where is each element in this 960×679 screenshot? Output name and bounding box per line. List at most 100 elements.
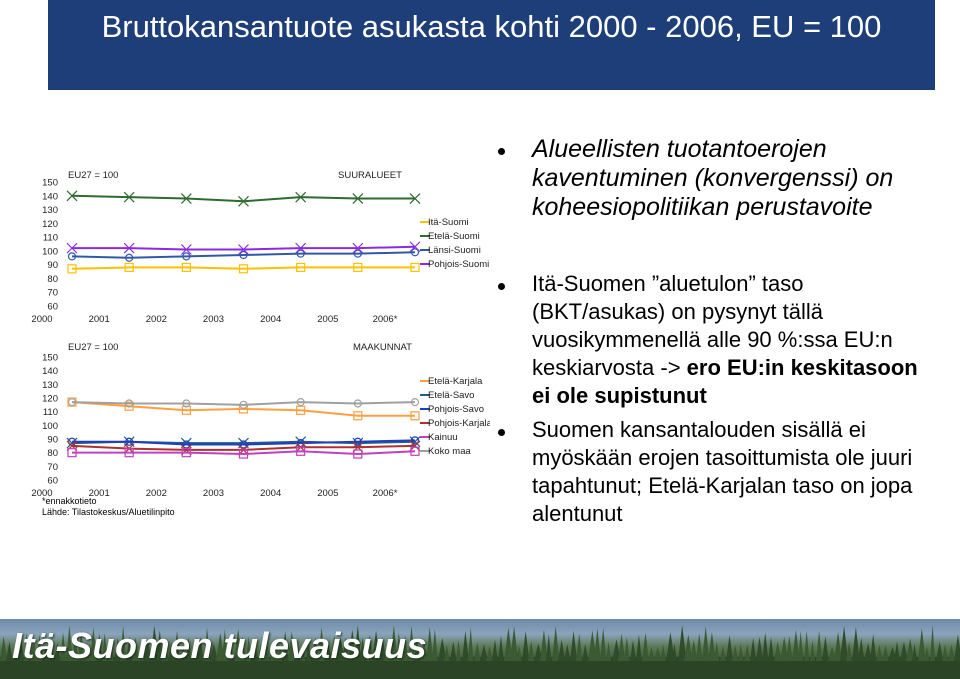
data-point (67, 264, 77, 274)
tree-shape (102, 632, 108, 661)
tree-shape (546, 634, 552, 661)
data-point (181, 262, 191, 273)
legend-label: Pohjois-Suomi (428, 259, 489, 270)
tree-shape (522, 631, 530, 661)
source-note: Lähde: Tilastokeskus/Aluetilinpito (42, 507, 175, 517)
tree-shape (588, 630, 597, 661)
x-tick-label: 2004 (260, 314, 281, 325)
y-tick-label: 150 (42, 353, 58, 364)
tree-shape (30, 641, 38, 661)
tree-shape (378, 637, 387, 661)
tree-shape (108, 637, 114, 661)
tree-shape (648, 646, 655, 661)
x-tick-label: 2005 (317, 314, 338, 325)
tree-shape (792, 629, 800, 661)
legend-label: Pohjois-Savo (428, 404, 484, 415)
tree-shape (942, 644, 949, 661)
tree-shape (246, 636, 252, 661)
data-point (124, 401, 134, 411)
data-point (239, 440, 248, 449)
tree-shape (168, 642, 175, 661)
bullet-text: Itä-Suomen ”aluetulon” taso (BKT/asukas)… (532, 271, 893, 380)
estimate-note: *ennakkotieto (42, 496, 97, 506)
tree-shape (420, 641, 428, 661)
tree-shape (558, 639, 566, 661)
y-tick-label: 70 (47, 288, 58, 299)
data-point (180, 193, 192, 204)
data-point (123, 191, 135, 203)
tree-shape (408, 625, 416, 661)
y-tick-label: 80 (47, 274, 58, 285)
tree-shape (174, 630, 181, 661)
tree-shape (810, 640, 816, 661)
tree-shape (726, 635, 734, 661)
data-point (67, 448, 77, 458)
footer-title: Itä-Suomen tulevaisuus (12, 625, 428, 666)
tree-shape (870, 634, 877, 661)
tree-shape (762, 632, 769, 661)
series-line-2-3 (72, 439, 416, 446)
tree-shape (864, 643, 873, 661)
tree-shape (756, 636, 764, 661)
legend-label: Länsi-Suomi (428, 245, 481, 256)
series-line-2-1 (71, 401, 415, 417)
tree-shape (612, 639, 621, 661)
x-tick-label: 2003 (203, 314, 224, 325)
tree-shape (426, 627, 434, 661)
y-tick-label: 60 (47, 476, 58, 487)
data-point (352, 193, 364, 204)
tree-shape (654, 646, 662, 661)
tree-shape (828, 646, 837, 661)
tree-shape (606, 641, 612, 661)
data-point (124, 448, 134, 458)
y-tick-label: 60 (47, 302, 58, 313)
tree-shape (894, 641, 900, 661)
tree-shape (48, 644, 55, 661)
tree-shape (642, 632, 649, 661)
y-tick-label: 100 (42, 421, 58, 432)
data-point (409, 241, 421, 253)
y-tick-label: 90 (47, 260, 58, 271)
tree-shape (678, 625, 687, 661)
tree-shape (630, 640, 636, 661)
tree-shape (480, 644, 488, 661)
data-point (67, 398, 77, 407)
y-tick-label: 120 (42, 219, 58, 230)
tree-shape (432, 628, 438, 661)
tree-shape (120, 625, 127, 661)
tree-shape (510, 626, 519, 661)
data-point (409, 193, 421, 204)
tree-shape (270, 644, 277, 661)
tree-shape (78, 629, 85, 661)
chart-scale-label: EU27 = 100 (68, 342, 118, 353)
tree-shape (222, 628, 228, 661)
tree-shape (486, 646, 494, 661)
tree-shape (516, 645, 522, 661)
tree-shape (450, 641, 457, 661)
tree-shape (414, 638, 420, 661)
bullet-emphasis: ero EU:in keskitasoon ei ole supistunut (532, 355, 918, 408)
tree-shape (60, 632, 67, 661)
data-point (125, 399, 134, 408)
tree-shape (324, 644, 333, 661)
data-point (182, 440, 191, 449)
series-line-2-5 (72, 450, 416, 456)
legend-label: Etelä-Suomi (428, 231, 480, 242)
tree-shape (402, 635, 409, 661)
data-point (239, 400, 248, 409)
tree-shape (90, 627, 97, 661)
tree-shape (240, 636, 246, 661)
tree-shape (876, 644, 883, 661)
data-point (181, 448, 191, 458)
tree-shape (672, 643, 678, 661)
tree-shape (372, 630, 381, 661)
tree-shape (276, 646, 285, 661)
y-tick-label: 100 (42, 246, 58, 257)
x-tick-label: 2003 (203, 488, 224, 499)
tree-shape (618, 633, 626, 661)
tree-shape (36, 634, 43, 661)
tree-shape (456, 639, 462, 661)
tree-shape (900, 641, 908, 661)
tree-shape (438, 637, 447, 661)
data-point (66, 242, 78, 254)
